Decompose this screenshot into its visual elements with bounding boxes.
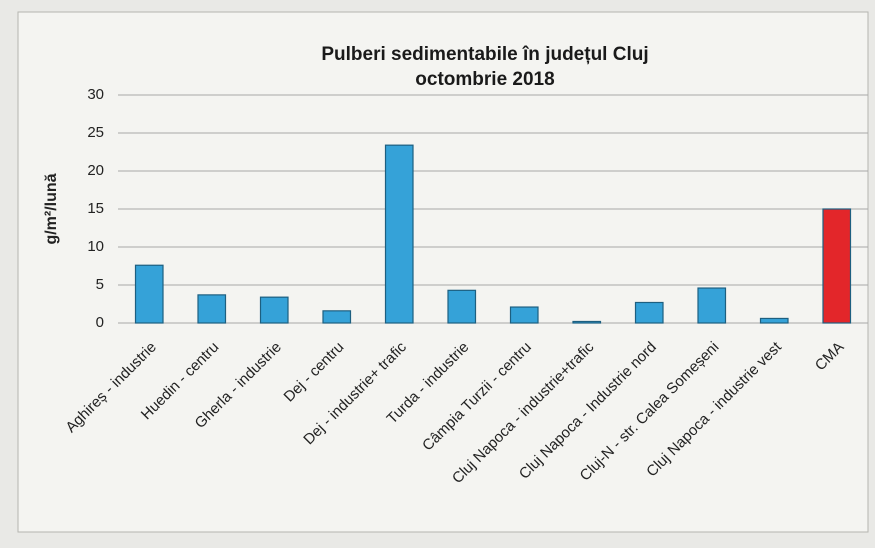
y-tick-label: 25 xyxy=(87,124,104,141)
bar xyxy=(384,144,414,324)
bar xyxy=(572,320,602,324)
bar xyxy=(197,294,227,324)
bar xyxy=(634,301,664,324)
chart-title: Pulberi sedimentabile în județul Cluj xyxy=(321,44,648,65)
chart-subtitle: octombrie 2018 xyxy=(415,69,554,90)
bar xyxy=(759,317,789,324)
y-tick-label: 30 xyxy=(87,86,104,103)
y-axis-label: g/m²/lună xyxy=(43,173,60,244)
y-tick-label: 20 xyxy=(87,162,104,179)
y-tick-label: 10 xyxy=(87,238,104,255)
bar xyxy=(447,289,477,324)
bar xyxy=(822,208,852,324)
y-tick-label: 0 xyxy=(96,314,104,331)
bar xyxy=(134,264,164,324)
y-tick-label: 5 xyxy=(96,276,104,293)
bar xyxy=(259,296,289,324)
bar xyxy=(697,287,727,324)
bar xyxy=(322,310,352,324)
y-tick-label: 15 xyxy=(87,200,104,217)
bar xyxy=(509,306,539,324)
